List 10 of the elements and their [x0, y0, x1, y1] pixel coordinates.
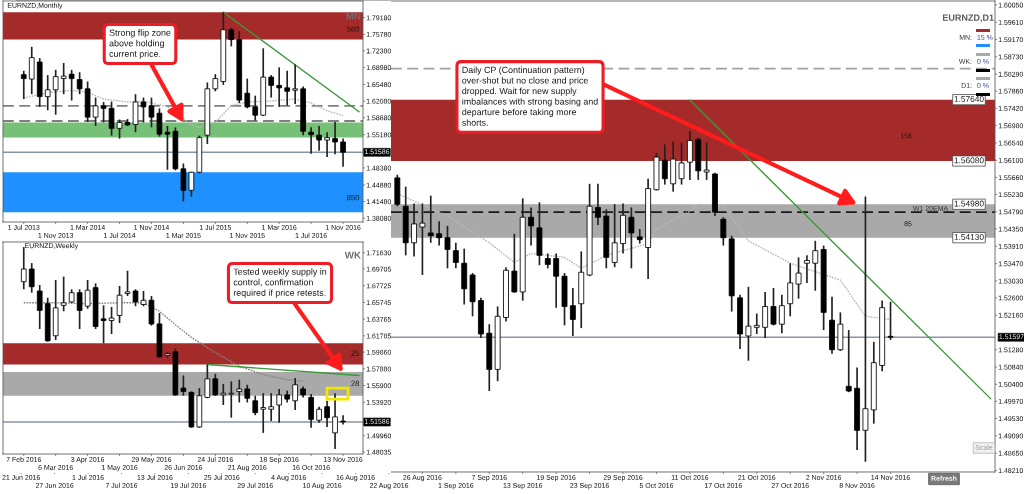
annotation: Tested weekly supply in control, confirmation required if price retests.: [233, 268, 327, 298]
annotation: Daily CP (Continuation pattern) over-shot but no close and price dropped. Wait for new supply imbalances with strong basing and departure before taking more shorts.: [462, 66, 598, 126]
text: EURNZD,D1: [942, 14, 994, 23]
annotation: WK: [344, 251, 361, 259]
annotation: 1.57640: [954, 96, 984, 102]
annotation: Strong flip zone above holding current price.: [109, 29, 171, 59]
annotation: 1.56080: [954, 157, 984, 164]
annotation: 1.54130: [954, 234, 984, 240]
annotation: 1.54980: [954, 200, 984, 207]
annotation: MN: [346, 12, 361, 20]
